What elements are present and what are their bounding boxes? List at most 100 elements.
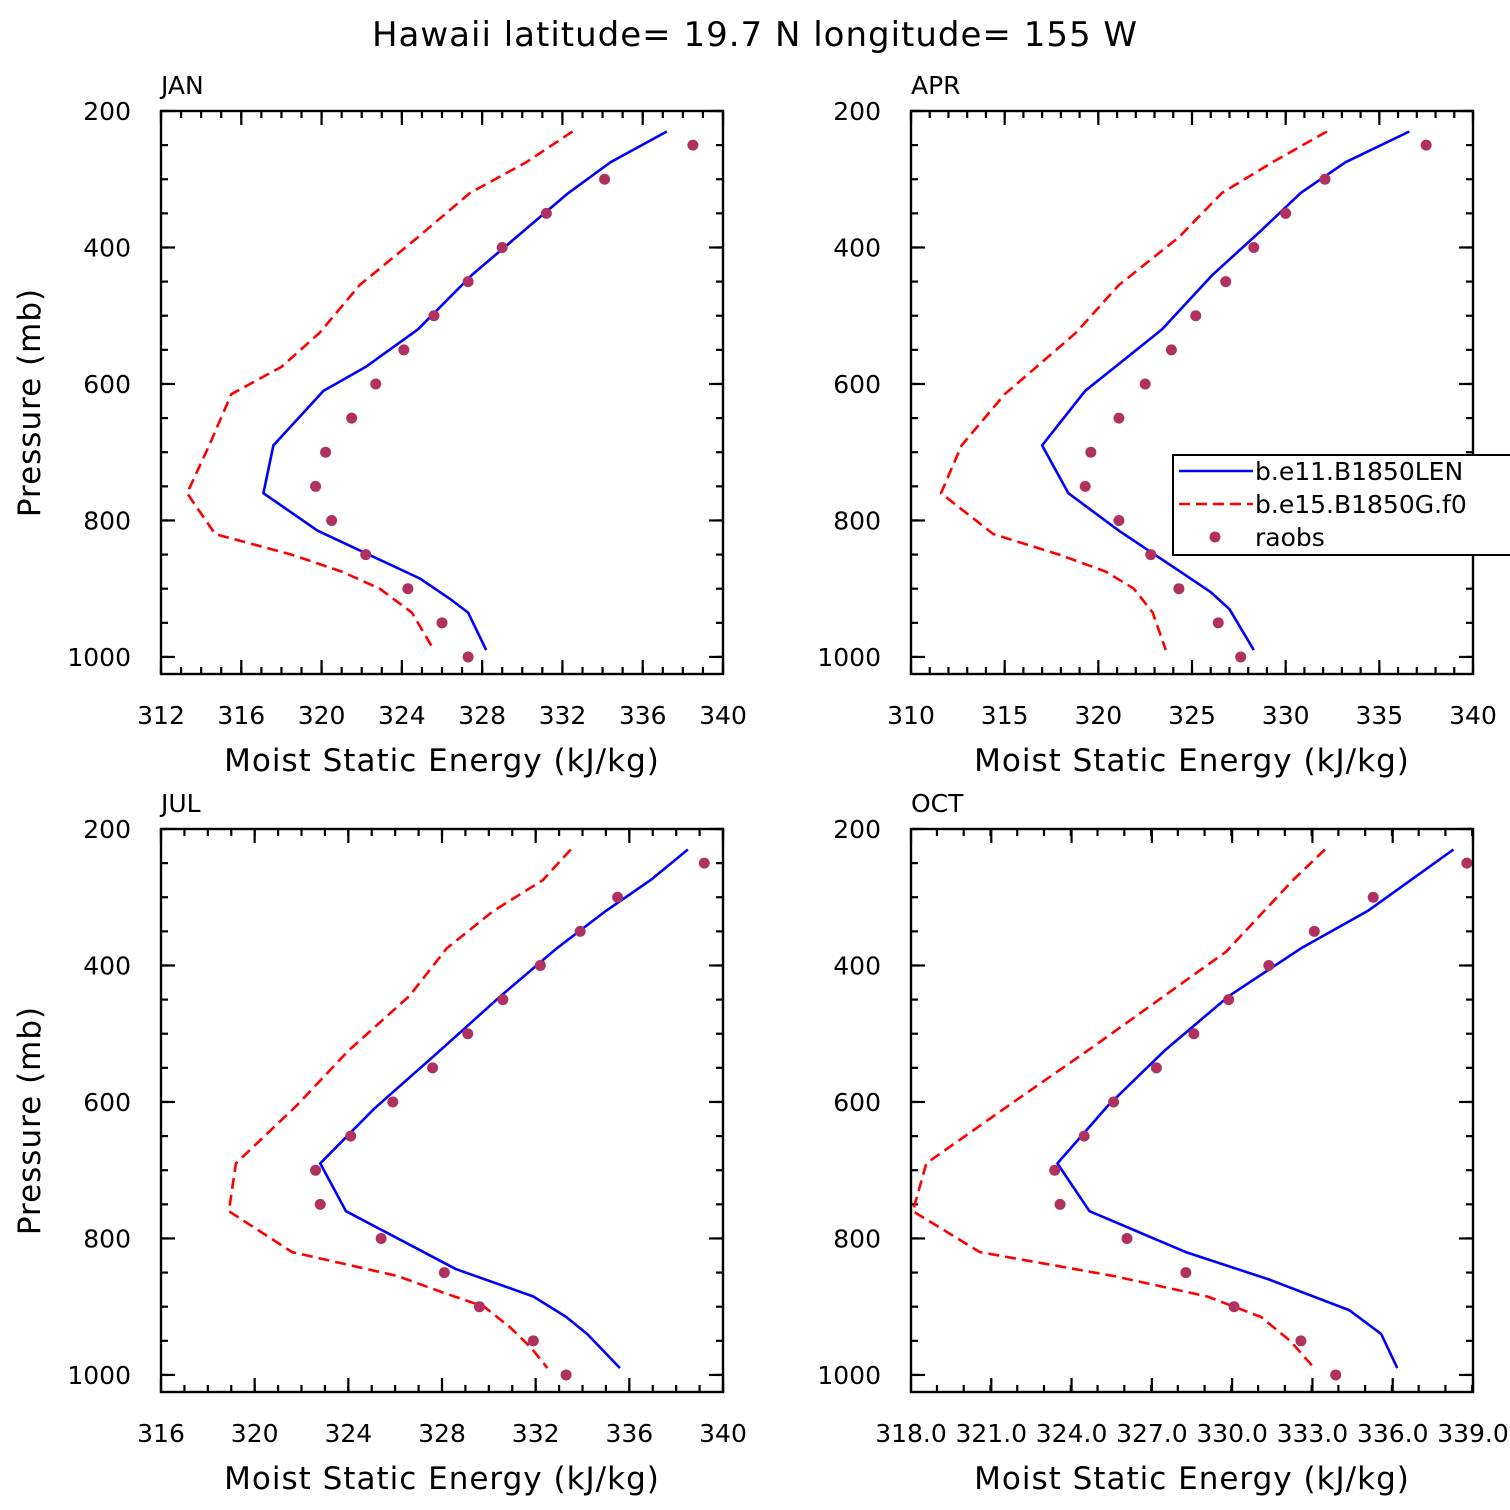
plot-frame	[909, 827, 1475, 1394]
raobs-point	[1085, 446, 1097, 458]
x-tick-label: 316	[217, 701, 265, 730]
raobs-point	[1108, 1096, 1120, 1108]
legend-item: b.e15.B1850G.f0	[1179, 490, 1467, 519]
x-tick-label: 330	[1262, 701, 1310, 730]
raobs-point	[1150, 1062, 1162, 1074]
raobs-point	[1228, 1301, 1240, 1313]
x-tick-label: 339.0	[1437, 1419, 1509, 1448]
plot-frame	[909, 109, 1475, 676]
panels: JAN 312 316 320 324 328 332 336 340 200 400 600 800 1…	[12, 71, 1509, 1497]
panel-jul: JUL 316 320 324 328 332 336 340 200 400 600 800 1000…	[12, 789, 747, 1497]
x-tick-label: 336.0	[1357, 1419, 1429, 1448]
x-tick-label: 324	[378, 701, 426, 730]
x-axis-label: Moist Static Energy (kJ/kg)	[224, 743, 660, 779]
b-e11-series-line	[1040, 130, 1410, 651]
raobs-point	[1054, 1198, 1066, 1210]
y-tick-label: 200	[83, 815, 131, 844]
x-tick-label: 312	[137, 701, 185, 730]
raobs-point	[462, 1028, 474, 1040]
legend-marker	[1209, 531, 1221, 543]
raobs-point	[428, 310, 440, 322]
raobs-point	[1190, 310, 1202, 322]
raobs-points	[310, 857, 710, 1381]
y-tick-label: 400	[83, 951, 131, 980]
panel-label: OCT	[911, 789, 964, 818]
raobs-point	[1173, 583, 1185, 595]
y-tick-label: 200	[833, 97, 881, 126]
raobs-point	[1280, 207, 1292, 219]
legend-label: b.e11.B1850LEN	[1255, 457, 1463, 486]
raobs-point	[427, 1062, 439, 1074]
y-tick-label: 200	[833, 815, 881, 844]
raobs-points	[310, 139, 699, 663]
x-tick-label: 332	[512, 1419, 560, 1448]
raobs-point	[540, 207, 552, 219]
raobs-point	[1121, 1232, 1133, 1244]
raobs-point	[1420, 139, 1432, 151]
raobs-point	[402, 583, 414, 595]
raobs-point	[574, 925, 586, 937]
y-tick-label: 600	[833, 1088, 881, 1117]
raobs-point	[1212, 617, 1224, 629]
y-tick-label: 800	[83, 506, 131, 535]
b-e15-series-line	[939, 130, 1328, 651]
x-tick-label: 316	[137, 1419, 185, 1448]
raobs-point	[497, 994, 509, 1006]
raobs-point	[612, 891, 624, 903]
panel-label: JAN	[159, 71, 204, 100]
raobs-point	[462, 651, 474, 663]
raobs-point	[438, 1267, 450, 1279]
raobs-point	[314, 1198, 326, 1210]
x-tick-label: 332	[539, 701, 587, 730]
x-tick-label: 328	[418, 1419, 466, 1448]
x-tick-label: 320	[298, 701, 346, 730]
x-tick-label: 330.0	[1196, 1419, 1268, 1448]
panel-jan: JAN 312 316 320 324 328 332 336 340 200 400 600 800 1…	[12, 71, 747, 779]
raobs-point	[1223, 994, 1235, 1006]
legend-item: raobs	[1209, 523, 1325, 552]
raobs-point	[346, 412, 358, 424]
raobs-point	[1319, 173, 1331, 185]
raobs-point	[1263, 959, 1275, 971]
raobs-point	[1220, 276, 1232, 288]
x-tick-label: 315	[981, 701, 1029, 730]
y-tick-label: 400	[83, 233, 131, 262]
b-e11-series-line	[262, 130, 668, 651]
y-tick-label: 800	[833, 1224, 881, 1253]
panel-label: APR	[911, 71, 961, 100]
y-tick-label: 1000	[817, 1361, 881, 1390]
y-tick-label: 400	[833, 233, 881, 262]
panel-oct: OCT 318.0 321.0 324.0 327.0 330.0 333.0 336.0 33…	[817, 789, 1508, 1497]
axis-ticks	[159, 827, 725, 1392]
raobs-point	[1113, 412, 1125, 424]
panel-apr: APR 310 315 320 325 330 335 340 200 400 600 800 1000…	[817, 71, 1496, 779]
y-tick-label: 800	[833, 506, 881, 535]
raobs-point	[462, 276, 474, 288]
raobs-point	[310, 480, 322, 492]
raobs-points	[1049, 857, 1473, 1381]
axis-ticks	[909, 109, 1475, 674]
raobs-point	[398, 344, 410, 356]
plot-frame	[159, 109, 725, 676]
figure-title: Hawaii latitude= 19.7 N longitude= 155 W	[372, 15, 1138, 55]
x-tick-label: 320	[231, 1419, 279, 1448]
raobs-point	[534, 959, 546, 971]
raobs-point	[1139, 378, 1151, 390]
x-tick-label: 327.0	[1116, 1419, 1188, 1448]
x-tick-label: 336	[605, 1419, 653, 1448]
raobs-point	[345, 1130, 357, 1142]
raobs-point	[1145, 549, 1157, 561]
raobs-point	[436, 617, 448, 629]
y-tick-label: 600	[83, 1088, 131, 1117]
b-e11-series-line	[1056, 848, 1455, 1369]
raobs-point	[370, 378, 382, 390]
legend: b.e11.B1850LEN b.e15.B1850G.f0 raobs	[1172, 454, 1510, 556]
x-tick-label: 318.0	[875, 1419, 947, 1448]
raobs-point	[527, 1335, 539, 1347]
plot-frame	[159, 827, 725, 1394]
plot-area	[227, 848, 710, 1381]
raobs-point	[1188, 1028, 1200, 1040]
raobs-point	[1078, 1130, 1090, 1142]
raobs-point	[1248, 241, 1260, 253]
